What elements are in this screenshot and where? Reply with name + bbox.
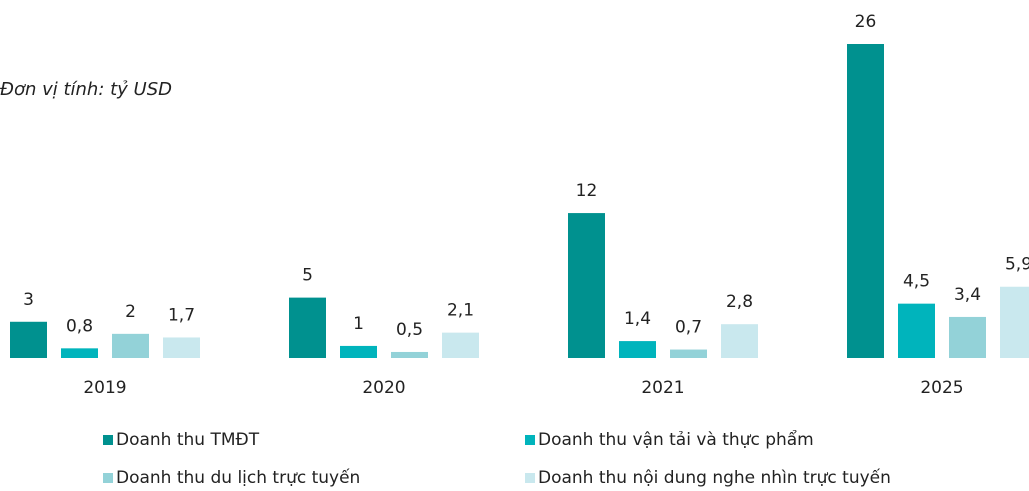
x-tick-label: 2020 [362,378,405,398]
bar [949,316,986,358]
bar [112,333,149,358]
value-label: 5,9 [1005,255,1029,275]
bar [568,213,605,358]
bar [847,44,884,358]
value-label: 0,7 [675,318,702,338]
bar [670,349,707,358]
bar [619,341,656,358]
bar [10,321,47,358]
value-label: 1,4 [624,309,651,329]
value-label: 0,8 [66,316,93,336]
value-label: 1 [353,314,364,334]
chart-subtitle: Đơn vị tính: tỷ USD [0,79,172,100]
legend-swatch [525,473,535,483]
value-label: 3,4 [954,285,981,305]
bar [289,297,326,358]
value-label: 2 [125,302,136,322]
bar [1000,286,1029,358]
value-label: 2,8 [726,292,753,312]
bar [61,348,98,358]
bar [442,332,479,358]
legend-label: Doanh thu du lịch trực tuyến [116,467,360,488]
legend-swatch [103,473,113,483]
legend-label: Doanh thu vận tải và thực phẩm [538,429,814,450]
x-tick-label: 2021 [641,378,684,398]
bar [721,324,758,358]
value-label: 3 [23,290,34,310]
value-label: 0,5 [396,320,423,340]
value-label: 4,5 [903,272,930,292]
legend-label: Doanh thu nội dung nghe nhìn trực tuyến [538,467,891,488]
x-tick-label: 2019 [83,378,126,398]
bar [340,345,377,358]
value-label: 5 [302,266,313,286]
value-label: 2,1 [447,301,474,321]
value-label: 26 [855,12,877,32]
legend-swatch [525,435,535,445]
value-label: 12 [576,181,598,201]
bar [163,337,200,358]
bar [898,303,935,358]
legend-swatch [103,435,113,445]
x-tick-label: 2025 [920,378,963,398]
legend-label: Doanh thu TMĐT [116,430,260,450]
value-label: 1,7 [168,305,195,325]
bar [391,351,428,358]
